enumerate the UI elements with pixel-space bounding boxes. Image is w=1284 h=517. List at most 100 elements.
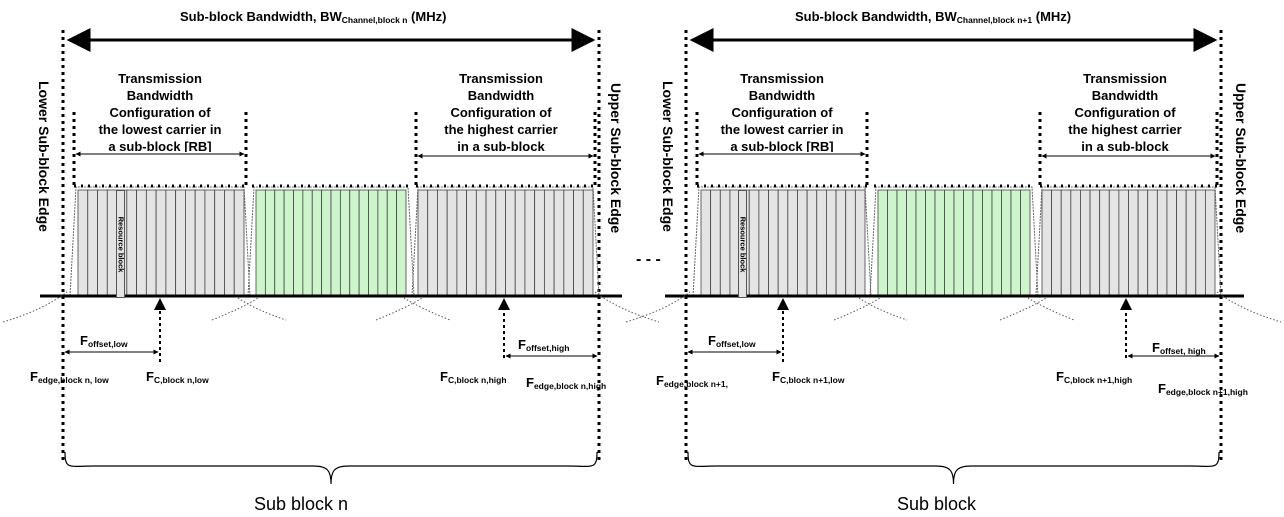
right-resource-block-bar: [1010, 189, 1021, 297]
right-resource-block-bar: [1195, 189, 1206, 297]
right-resource-block-bar: [845, 189, 856, 297]
left-resource-block-bar: [204, 189, 216, 297]
left-tb-high-label: Transmission Bandwidth Configuration of the…: [444, 71, 558, 154]
right-resource-block-bar: [1204, 189, 1216, 297]
right-resource-block-bar: [1176, 189, 1187, 297]
left-spectral-rolloff: [2, 291, 68, 323]
right-resource-block-bar: [826, 189, 837, 297]
left-resource-block-bar: [293, 189, 304, 297]
left-resource-block-bar: [330, 189, 341, 297]
left-resource-block-bar: [495, 189, 506, 297]
left-resource-block-bar: [563, 189, 574, 297]
right-resource-block-bar: [1156, 189, 1168, 297]
right-resource-block-bar: [906, 189, 917, 297]
right-f-offset-low: Foffset,low: [708, 333, 756, 349]
right-resource-block-bar: [991, 189, 1002, 297]
right-resource-block-bar: [777, 189, 789, 297]
right-resource-block-bar: [1051, 189, 1062, 297]
right-resource-block-bar: [1108, 189, 1120, 297]
left-resource-block-bar: [417, 189, 429, 297]
right-resource-block-bar: [1099, 189, 1110, 297]
right-resource-block-label: Resource block: [738, 216, 748, 273]
right-resource-block-bar: [787, 189, 798, 297]
left-resource-block-bar: [553, 189, 565, 297]
left-sub-block-label: Sub block n: [254, 494, 349, 514]
left-resource-block-bar: [534, 189, 545, 297]
left-resource-block-bar: [475, 189, 487, 297]
right-resource-block-bar: [748, 189, 760, 297]
right-carrier-outline: [1035, 186, 1222, 297]
left-resource-block-label: Resource block: [116, 216, 126, 273]
left-resource-block-bar: [155, 189, 167, 297]
left-resource-block-bar: [264, 189, 276, 297]
right-resource-block-bar: [700, 189, 712, 297]
right-spectral-rolloff: [833, 297, 881, 321]
left-tb-low-label: Transmission Bandwidth Configuration of the…: [98, 71, 222, 152]
right-resource-block-bar: [1041, 189, 1053, 297]
right-resource-block-bar: [953, 189, 964, 297]
right-f-edge-low: Fedge,block n+1,: [656, 373, 728, 389]
left-upper-edge-label: Upper Sub-block Edge: [608, 83, 624, 234]
sub-block-n-graphics: [2, 27, 660, 485]
left-sub-block-brace: [64, 451, 598, 485]
right-resource-block-bar: [887, 189, 898, 297]
right-resource-block-bar: [1089, 189, 1101, 297]
left-resource-block-bar: [126, 189, 137, 297]
left-resource-block-bar: [573, 189, 584, 297]
left-resource-block-bar: [145, 189, 157, 297]
right-resource-block-bar: [816, 189, 827, 297]
left-resource-block-bar: [321, 189, 332, 297]
left-resource-block-bar: [224, 189, 235, 297]
left-resource-block-bar: [485, 189, 497, 297]
left-resource-block-bar: [311, 189, 323, 297]
left-title: Sub-block Bandwidth, BWChannel,block n (…: [180, 9, 447, 25]
right-resource-block-bar: [925, 189, 936, 297]
left-resource-block-bar: [185, 189, 196, 297]
left-resource-block-bar: [386, 189, 398, 297]
right-resource-block-bar: [934, 189, 945, 297]
right-resource-block-bar: [835, 189, 847, 297]
right-resource-block-bar: [758, 189, 769, 297]
right-resource-block-bar: [963, 189, 974, 297]
left-f-offset-low: Foffset,low: [80, 333, 128, 349]
right-sub-block-brace: [687, 451, 1220, 485]
left-f-edge-high: Fedge,block n,high: [526, 375, 607, 391]
left-resource-block-bar: [77, 189, 89, 297]
sub-block-n1-graphics: [625, 27, 1282, 485]
right-resource-block-bar: [1060, 189, 1072, 297]
left-lower-edge-label: Lower Sub-block Edge: [36, 81, 52, 232]
right-resource-block-bar: [1001, 189, 1012, 297]
right-resource-block-bar: [1118, 189, 1129, 297]
right-resource-block-bar: [1137, 189, 1149, 297]
right-lower-edge-label: Lower Sub-block Edge: [660, 81, 676, 232]
left-resource-block: [116, 190, 125, 298]
left-fc-high: FC,block n,high: [440, 369, 507, 385]
left-fc-low: FC,block n,low: [146, 369, 209, 385]
right-resource-block-bar: [1020, 189, 1031, 297]
right-f-offset-high: Foffset, high: [1152, 340, 1206, 356]
right-f-edge-high: Fedge,block n+1,high: [1158, 381, 1248, 397]
right-sub-block-label: Sub block: [897, 494, 977, 514]
left-resource-block-bar: [505, 189, 516, 297]
right-resource-block-bar: [710, 189, 721, 297]
left-f-offset-high: Foffset,high: [518, 337, 570, 353]
left-spectral-rolloff: [211, 297, 259, 321]
right-resource-block-bar: [854, 189, 866, 297]
left-resource-block-bar: [97, 189, 108, 297]
left-resource-block-bar: [582, 189, 594, 297]
left-resource-block-bar: [214, 189, 225, 297]
left-spectral-rolloff: [594, 291, 660, 323]
right-tb-low-label: Transmission Bandwidth Configuration of the…: [720, 71, 844, 152]
right-resource-block-bar: [915, 189, 926, 297]
left-resource-block-bar: [175, 189, 186, 297]
left-resource-block-bar: [446, 189, 458, 297]
left-f-edge-low: Fedge,block n, low: [30, 369, 109, 385]
left-resource-block-bar: [396, 189, 407, 297]
right-carrier-centre-arrow: [777, 298, 789, 310]
right-resource-block-bar: [1070, 189, 1081, 297]
right-resource-block-bar: [1147, 189, 1158, 297]
left-resource-block-bar: [165, 189, 177, 297]
right-resource-block-bar: [1080, 189, 1091, 297]
left-resource-block-bar: [456, 189, 468, 297]
